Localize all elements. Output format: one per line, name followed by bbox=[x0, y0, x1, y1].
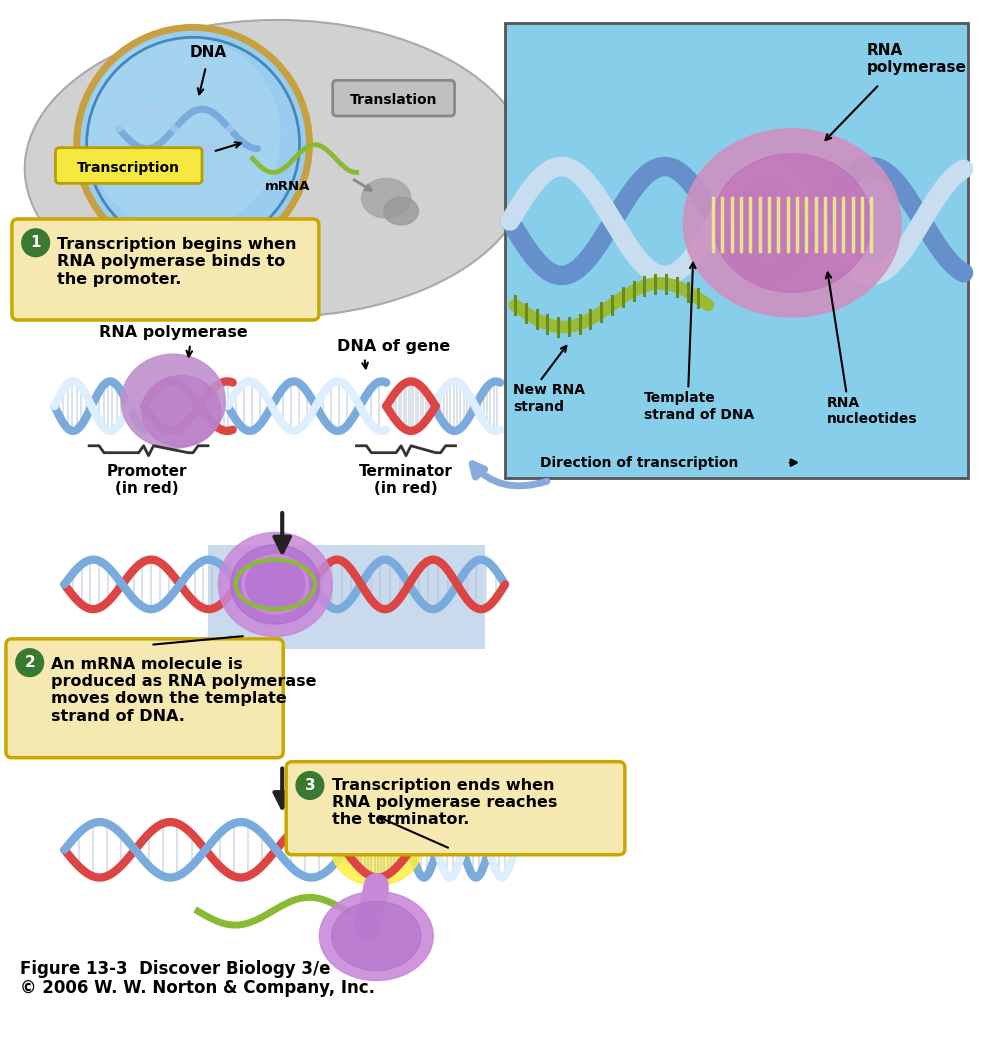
Text: © 2006 W. W. Norton & Company, Inc.: © 2006 W. W. Norton & Company, Inc. bbox=[20, 980, 375, 998]
Text: DNA of gene: DNA of gene bbox=[336, 339, 450, 353]
FancyBboxPatch shape bbox=[332, 81, 455, 116]
Ellipse shape bbox=[713, 154, 871, 292]
Ellipse shape bbox=[331, 814, 421, 886]
Text: DNA: DNA bbox=[190, 45, 226, 60]
Bar bbox=[505, 23, 968, 479]
Ellipse shape bbox=[384, 197, 418, 225]
FancyBboxPatch shape bbox=[12, 219, 318, 320]
FancyArrowPatch shape bbox=[275, 768, 290, 808]
FancyBboxPatch shape bbox=[55, 148, 202, 183]
Text: An mRNA molecule is
produced as RNA polymerase
moves down the template
strand of: An mRNA molecule is produced as RNA poly… bbox=[51, 657, 317, 724]
Text: 2: 2 bbox=[25, 655, 35, 670]
Text: RNA polymerase: RNA polymerase bbox=[99, 325, 247, 340]
Ellipse shape bbox=[219, 532, 332, 636]
Text: 1: 1 bbox=[31, 235, 41, 250]
Circle shape bbox=[16, 649, 44, 677]
Text: mRNA: mRNA bbox=[264, 180, 310, 193]
Text: Promoter
(in red): Promoter (in red) bbox=[106, 463, 187, 496]
Ellipse shape bbox=[331, 901, 421, 970]
Text: Template
strand of DNA: Template strand of DNA bbox=[644, 391, 754, 421]
Ellipse shape bbox=[122, 354, 225, 449]
FancyBboxPatch shape bbox=[286, 762, 625, 855]
Text: Direction of transcription: Direction of transcription bbox=[540, 456, 738, 470]
FancyArrowPatch shape bbox=[155, 265, 172, 307]
Text: RNA
polymerase: RNA polymerase bbox=[866, 43, 966, 75]
Text: Transcription begins when
RNA polymerase binds to
the promoter.: Transcription begins when RNA polymerase… bbox=[57, 237, 297, 286]
Ellipse shape bbox=[141, 375, 221, 446]
Text: Transcription ends when
RNA polymerase reaches
the terminator.: Transcription ends when RNA polymerase r… bbox=[331, 778, 557, 827]
Text: Terminator
(in red): Terminator (in red) bbox=[359, 463, 453, 496]
FancyBboxPatch shape bbox=[6, 639, 283, 758]
Ellipse shape bbox=[683, 129, 901, 318]
Ellipse shape bbox=[319, 892, 433, 981]
Ellipse shape bbox=[77, 27, 310, 260]
Circle shape bbox=[22, 228, 49, 257]
Ellipse shape bbox=[87, 38, 280, 231]
Text: Figure 13-3  Discover Biology 3/e: Figure 13-3 Discover Biology 3/e bbox=[20, 960, 330, 978]
Text: Transcription: Transcription bbox=[77, 160, 180, 175]
Text: RNA
nucleotides: RNA nucleotides bbox=[827, 396, 918, 427]
Circle shape bbox=[296, 771, 323, 800]
Text: New RNA
strand: New RNA strand bbox=[513, 384, 584, 414]
Ellipse shape bbox=[361, 178, 411, 218]
Ellipse shape bbox=[25, 20, 530, 318]
Text: 3: 3 bbox=[305, 778, 315, 793]
FancyArrowPatch shape bbox=[275, 512, 290, 552]
Text: Translation: Translation bbox=[349, 93, 437, 107]
FancyArrowPatch shape bbox=[472, 464, 547, 486]
Ellipse shape bbox=[230, 545, 319, 624]
Bar bbox=[208, 545, 486, 649]
